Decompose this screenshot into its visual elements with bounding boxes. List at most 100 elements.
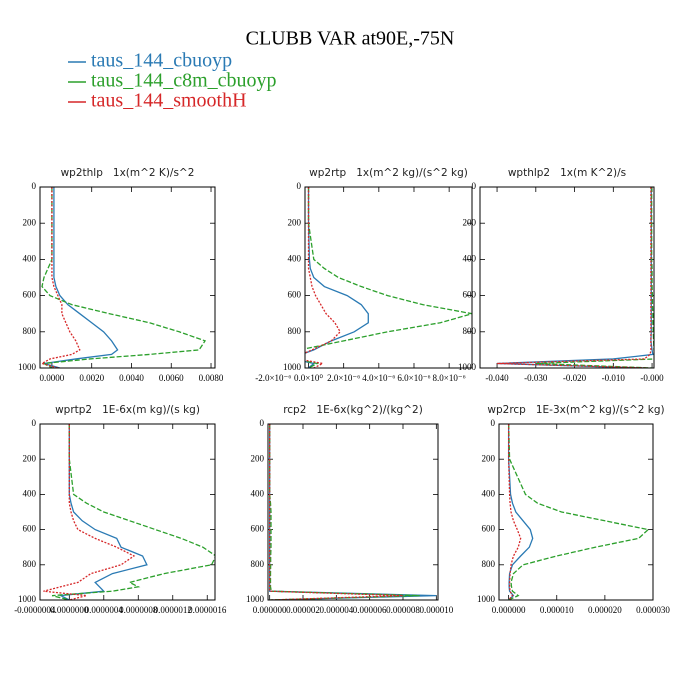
y-tick-label: 200 [251, 453, 265, 463]
figure-title: CLUBB VAR at90E,-75N [246, 28, 455, 50]
series-line [535, 187, 654, 368]
plot-frame [479, 186, 655, 369]
panel: wprtp2 1E-6x(m kg)/(s kg) 0 200 400 600 800 10… [14, 404, 227, 615]
y-tick-label: 0 [32, 181, 37, 191]
panel-title: rcp2 1E-6x(kg^2)/(kg^2) [283, 404, 423, 416]
x-tick-label: -2.0×10⁻⁶ [255, 373, 291, 383]
series-line [507, 424, 534, 600]
x-tick-label: -0.0000004 [14, 605, 56, 615]
y-tick-label: 400 [23, 488, 37, 498]
y-tick-label: 600 [23, 290, 37, 300]
series-line [269, 424, 420, 600]
y-tick-label: 400 [251, 488, 265, 498]
y-tick-label: 0 [32, 418, 37, 428]
y-tick-label: 400 [482, 488, 496, 498]
series-line [58, 424, 148, 600]
y-tick-label: 200 [482, 453, 496, 463]
x-tick-label: 0.0000016 [188, 605, 227, 615]
legend-label: taus_144_c8m_cbuoyp [91, 70, 277, 92]
y-tick-label: 800 [23, 326, 37, 336]
series-line [40, 187, 81, 368]
x-tick-label: 0.000008 [386, 605, 420, 615]
y-tick-label: 200 [463, 217, 477, 227]
y-tick-label: 600 [251, 524, 265, 534]
x-tick-label: 0.0×10⁰ [294, 373, 323, 383]
y-tick-label: 600 [288, 290, 302, 300]
panel: wp2thlp 1x(m^2 K)/s^2020040060080010000.… [18, 167, 224, 383]
panel-title: wp2rcp 1E-3x(m^2 kg)/(s^2 kg) [487, 404, 664, 416]
y-tick-label: 1000 [477, 594, 496, 604]
series-line [507, 424, 650, 600]
series-line [305, 187, 369, 368]
y-tick-label: 800 [251, 559, 265, 569]
x-tick-label: 0.0020 [79, 373, 104, 383]
x-tick-label: 0.0000000 [50, 605, 89, 615]
x-tick-label: 0.000006 [353, 605, 387, 615]
y-tick-label: 0 [472, 181, 477, 191]
plot-area [305, 187, 472, 368]
series-line [43, 424, 136, 600]
y-tick-label: 0 [491, 418, 496, 428]
x-tick-label: 0.000010 [419, 605, 453, 615]
x-tick-label: 0.0060 [159, 373, 184, 383]
x-tick-label: 0.000000 [492, 605, 526, 615]
y-tick-label: 800 [463, 326, 477, 336]
panel-title: wprtp2 1E-6x(m kg)/(s kg) [55, 404, 200, 416]
plot-frame [267, 423, 439, 601]
y-tick-label: 800 [288, 326, 302, 336]
x-tick-label: 0.000010 [540, 605, 574, 615]
series-line [497, 187, 652, 368]
panel: wp2rcp 1E-3x(m^2 kg)/(s^2 kg) 0 200 400 600 8… [477, 404, 670, 615]
y-tick-label: 800 [23, 559, 37, 569]
x-tick-label: -0.030 [524, 373, 548, 383]
y-tick-label: 600 [482, 524, 496, 534]
panel: wpthlp2 1x(m K^2)/s 0 200 400 600 800 1000 -0.0… [458, 167, 664, 383]
panel-title: wpthlp2 1x(m K^2)/s [508, 167, 626, 179]
panel-title: wp2thlp 1x(m^2 K)/s^2 [61, 167, 195, 179]
plot-frame [39, 423, 216, 601]
y-tick-label: 800 [482, 559, 496, 569]
y-tick-label: 200 [23, 217, 37, 227]
x-tick-label: -0.010 [602, 373, 626, 383]
y-tick-label: 400 [288, 253, 302, 263]
y-tick-label: 200 [23, 453, 37, 463]
plot-area [269, 424, 437, 600]
y-tick-label: 1000 [18, 594, 37, 604]
x-tick-label: 0.0040 [119, 373, 144, 383]
panel: rcp2 1E-6x(kg^2)/(kg^2) 0 200 400 600 800 1000… [246, 404, 454, 615]
x-tick-label: 0.0080 [199, 373, 224, 383]
x-tick-label: 2.0×10⁻⁶ [327, 373, 360, 383]
plot-frame [498, 423, 654, 601]
x-tick-label: 0.0000008 [119, 605, 158, 615]
y-tick-label: 400 [463, 253, 477, 263]
plot-area [507, 424, 650, 600]
series-line [507, 424, 522, 600]
x-tick-label: 0.0000004 [85, 605, 124, 615]
x-tick-label: 0.0000012 [154, 605, 192, 615]
panel: wp2rtp 1x(m^2 kg)/(s^2 kg) 0 200 400 600 800 1… [255, 167, 473, 383]
y-tick-label: 1000 [246, 594, 265, 604]
panel-title: wp2rtp 1x(m^2 kg)/(s^2 kg) [309, 167, 468, 179]
plot-frame [304, 186, 473, 369]
y-tick-label: 1000 [283, 362, 302, 372]
x-tick-label: 6.0×10⁻⁶ [397, 373, 430, 383]
x-tick-label: 8.0×10⁻⁶ [433, 373, 466, 383]
x-tick-label: 0.000000 [253, 605, 287, 615]
plot-area [43, 424, 215, 600]
plot-frame [39, 186, 216, 369]
y-tick-label: 200 [288, 217, 302, 227]
x-tick-label: -0.000 [640, 373, 664, 383]
y-tick-label: 400 [23, 253, 37, 263]
x-tick-label: 0.000004 [319, 605, 353, 615]
y-tick-label: 0 [260, 418, 265, 428]
series-line [51, 424, 215, 600]
x-tick-label: 0.0000 [40, 373, 65, 383]
series-line [41, 187, 207, 368]
plot-area [40, 187, 207, 368]
y-tick-label: 1000 [458, 362, 477, 372]
x-tick-label: 0.000002 [286, 605, 320, 615]
y-tick-label: 0 [297, 181, 302, 191]
y-tick-label: 600 [463, 290, 477, 300]
x-tick-label: 0.000030 [636, 605, 670, 615]
